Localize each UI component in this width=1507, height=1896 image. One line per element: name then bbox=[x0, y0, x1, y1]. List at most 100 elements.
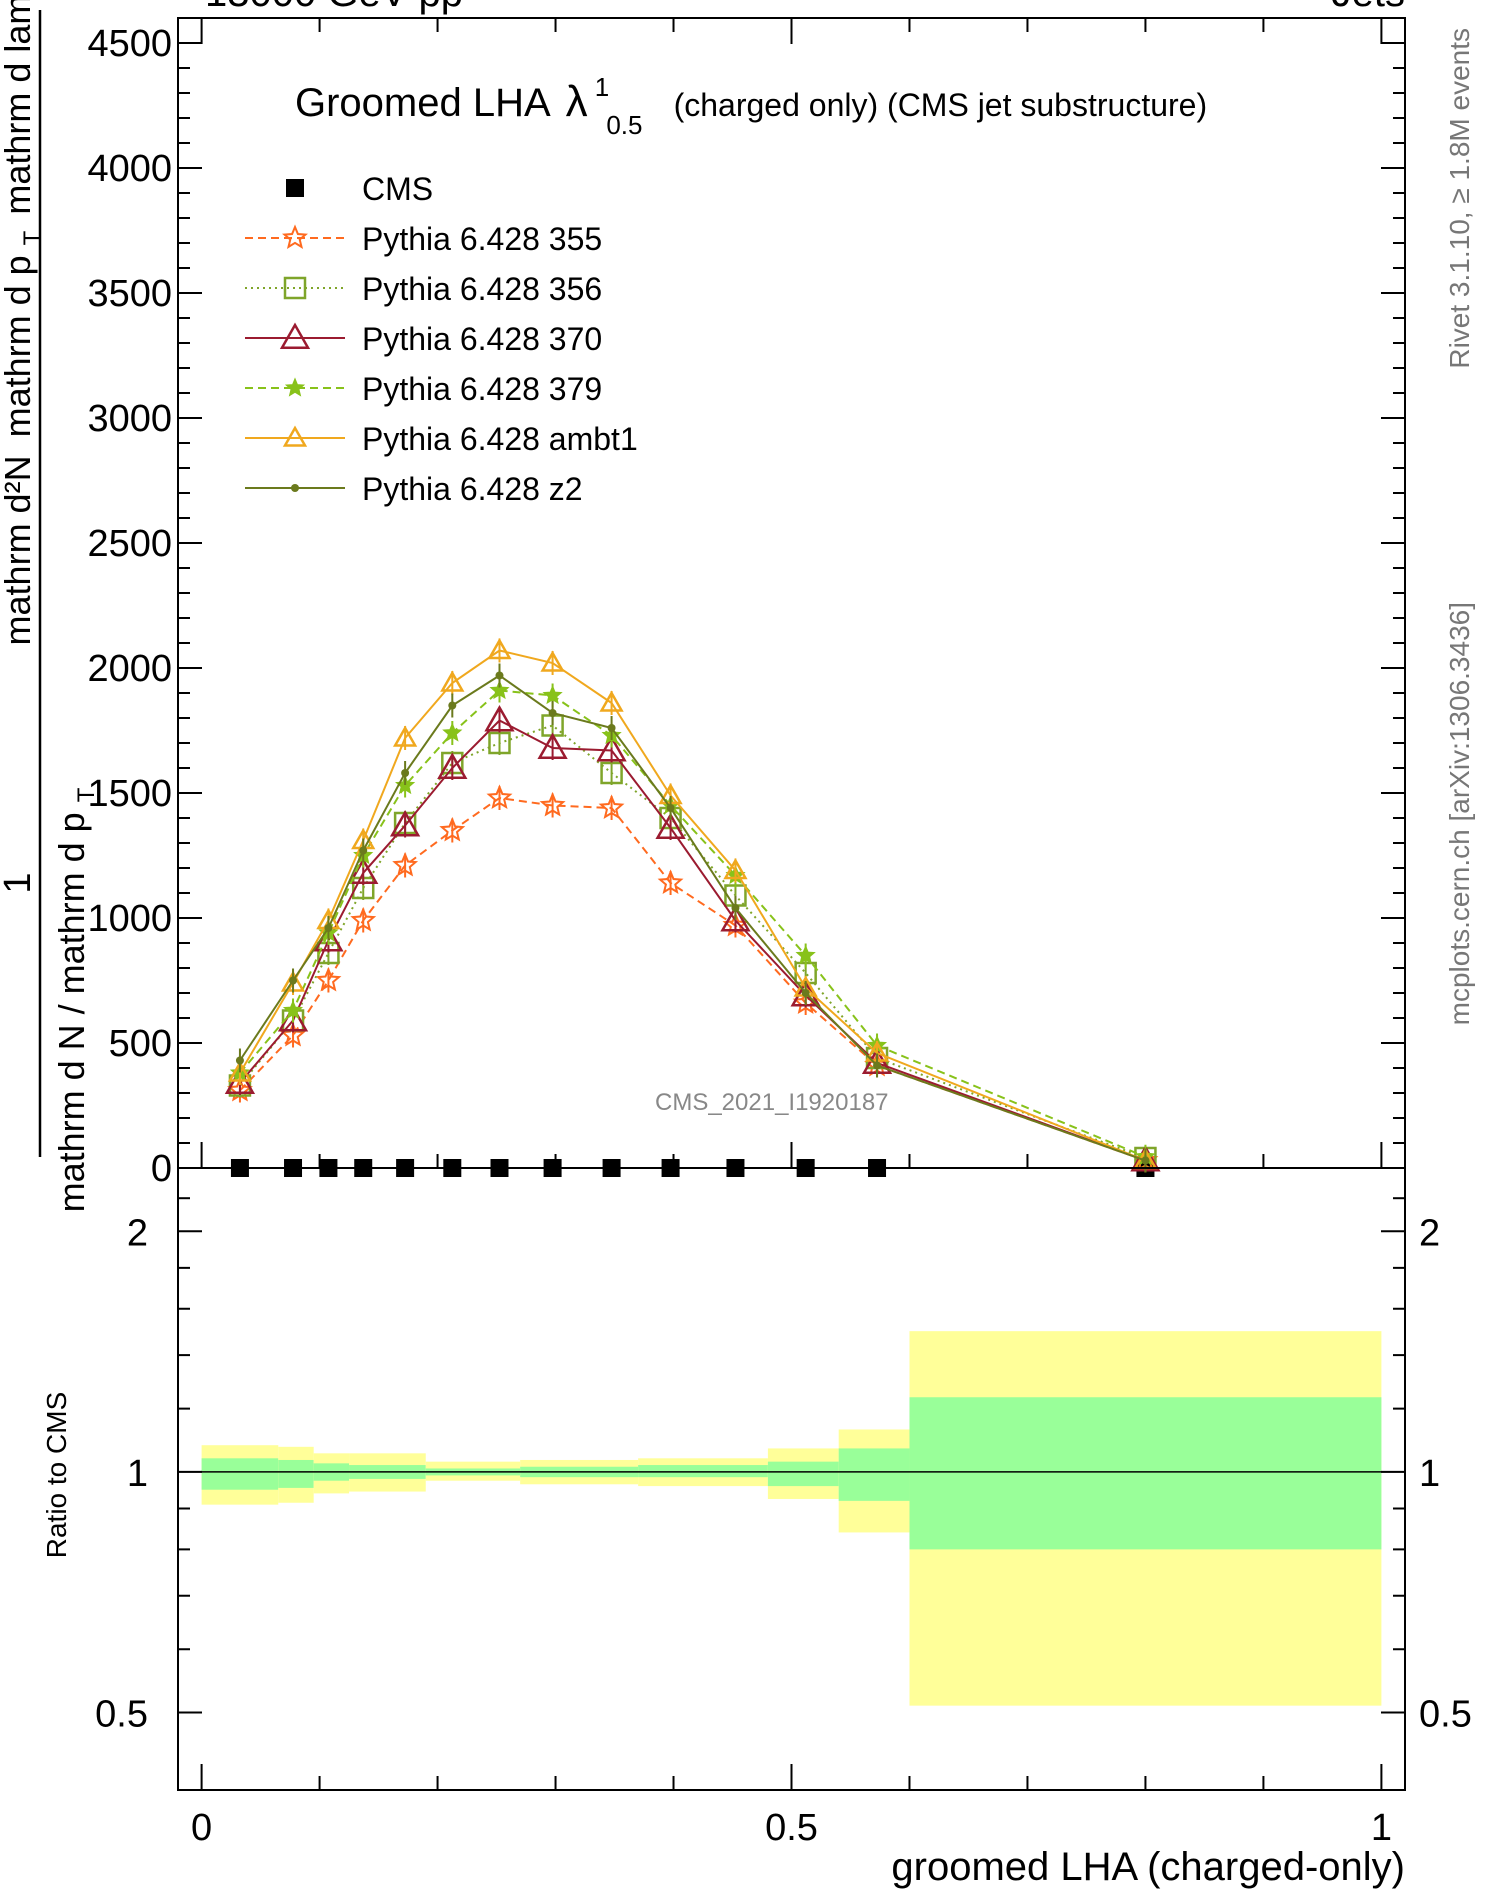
y-tick-label: 500 bbox=[109, 1023, 172, 1065]
data-point bbox=[489, 679, 510, 700]
watermark: CMS_2021_I1920187 bbox=[655, 1089, 889, 1116]
data-point bbox=[324, 924, 333, 932]
y-label-denominator-sub: T bbox=[73, 787, 100, 802]
ratio-bands bbox=[178, 1331, 1405, 1706]
data-point bbox=[282, 999, 304, 1020]
y-label-numerator-full: mathrm d²N mathrm d p T mathrm d lambda bbox=[0, 0, 48, 645]
ratio-band-inner bbox=[638, 1465, 768, 1478]
chart-title-prefix: Groomed LHA bbox=[295, 81, 551, 125]
series-line bbox=[239, 649, 1146, 1162]
rivet-label: Rivet 3.1.10, ≥ 1.8M events bbox=[1444, 28, 1475, 369]
chart-title-suffix: (charged only) (CMS jet substructure) bbox=[674, 87, 1208, 123]
legend-marker bbox=[282, 425, 308, 447]
legend-item-p379: Pythia 6.428 379 bbox=[245, 371, 602, 407]
legend-label: Pythia 6.428 ambt1 bbox=[362, 421, 638, 457]
data-point bbox=[359, 846, 368, 855]
ratio-y-tick-label: 2 bbox=[127, 1212, 148, 1254]
data-point bbox=[440, 670, 465, 692]
data-point bbox=[280, 1021, 307, 1047]
data-point bbox=[389, 809, 421, 837]
data-point bbox=[537, 732, 568, 759]
x-tick-label: 1 bbox=[1371, 1807, 1392, 1849]
data-point bbox=[486, 784, 513, 809]
ratio-band-inner bbox=[838, 1448, 910, 1501]
legend-label: Pythia 6.428 379 bbox=[362, 371, 602, 407]
data-point bbox=[657, 869, 684, 894]
y-label-numerator-part3: mathrm d lambda bbox=[0, 0, 38, 215]
data-point bbox=[598, 794, 625, 819]
legend-label: Pythia 6.428 370 bbox=[362, 321, 602, 357]
data-point bbox=[599, 690, 624, 712]
data-point bbox=[484, 704, 515, 732]
y-tick-label: 0 bbox=[151, 1148, 172, 1190]
y-label-denominator-text: mathrm d N / mathrm d p bbox=[51, 812, 92, 1212]
legend-marker bbox=[279, 322, 311, 349]
ratio-band-inner bbox=[278, 1459, 314, 1488]
legend-marker bbox=[283, 276, 307, 300]
y-label-denominator: mathrm d N / mathrm d p T bbox=[51, 787, 100, 1212]
data-point bbox=[235, 1056, 244, 1065]
legend-marker bbox=[291, 484, 299, 492]
legend-label: Pythia 6.428 355 bbox=[362, 221, 602, 257]
x-axis-label: groomed LHA (charged-only) bbox=[891, 1845, 1405, 1889]
data-point bbox=[873, 1061, 882, 1070]
ratio-band-inner bbox=[767, 1461, 839, 1487]
data-point bbox=[801, 989, 810, 997]
header-right: Jets bbox=[1332, 0, 1405, 15]
legend-label: Pythia 6.428 z2 bbox=[362, 471, 583, 507]
data-point bbox=[1141, 1156, 1150, 1165]
series-line bbox=[239, 674, 1146, 1162]
data-point bbox=[548, 709, 557, 717]
y-tick-label: 4000 bbox=[87, 148, 172, 190]
series-line bbox=[239, 689, 1146, 1158]
series-line bbox=[239, 796, 1146, 1162]
data-point bbox=[392, 725, 418, 747]
legend: CMS Pythia 6.428 355 Pythia 6.428 356 Pythi… bbox=[245, 171, 638, 507]
data-point bbox=[731, 904, 740, 912]
data-point bbox=[487, 637, 512, 660]
legend-item-p355: Pythia 6.428 355 bbox=[245, 221, 602, 257]
data-point bbox=[540, 650, 565, 672]
legend-item-cms: CMS bbox=[286, 171, 433, 207]
y-tick-label: 2000 bbox=[87, 648, 172, 690]
data-point bbox=[401, 769, 410, 777]
y-tick-label: 4500 bbox=[87, 23, 172, 65]
ratio-y-tick-label: 1 bbox=[127, 1453, 148, 1495]
data-point bbox=[600, 761, 623, 785]
legend-item-z2: Pythia 6.428 z2 bbox=[245, 471, 583, 507]
data-point bbox=[315, 966, 342, 992]
data-point bbox=[539, 791, 566, 817]
legend-marker bbox=[286, 179, 304, 197]
series-z2 bbox=[235, 663, 1150, 1173]
ratio-band-inner bbox=[201, 1458, 279, 1490]
data-point bbox=[439, 816, 466, 842]
x-tick-label: 0.5 bbox=[765, 1807, 818, 1849]
data-point bbox=[488, 731, 511, 755]
data-point bbox=[289, 976, 298, 985]
legend-marker bbox=[284, 377, 306, 397]
ratio-y-tick-label: 2 bbox=[1419, 1212, 1440, 1254]
y-label-numerator-part2: mathrm d p bbox=[0, 255, 38, 437]
legend-item-p356: Pythia 6.428 356 bbox=[245, 271, 602, 307]
data-point bbox=[720, 904, 751, 932]
data-point bbox=[792, 989, 819, 1014]
data-point bbox=[666, 804, 675, 812]
y-tick-label: 2500 bbox=[87, 523, 172, 565]
data-point bbox=[542, 684, 563, 705]
data-point bbox=[437, 752, 468, 779]
data-point bbox=[655, 812, 686, 839]
y-tick-label: 3000 bbox=[87, 398, 172, 440]
header-left: 13000 GeV pp bbox=[205, 0, 463, 15]
y-axis-label-main: 1 mathrm d N / mathrm d p T mathrm d²N m… bbox=[0, 0, 100, 1212]
data-point bbox=[448, 701, 457, 710]
x-tick-label: 0 bbox=[191, 1807, 212, 1849]
legend-item-ambt1: Pythia 6.428 ambt1 bbox=[245, 421, 638, 457]
ratio-band-inner bbox=[909, 1397, 1382, 1550]
legend-label: Pythia 6.428 356 bbox=[362, 271, 602, 307]
data-point bbox=[392, 851, 419, 877]
data-point bbox=[596, 734, 627, 762]
data-point bbox=[495, 671, 504, 680]
data-point bbox=[227, 1060, 253, 1082]
ratio-y-tick-label: 0.5 bbox=[1419, 1694, 1472, 1736]
